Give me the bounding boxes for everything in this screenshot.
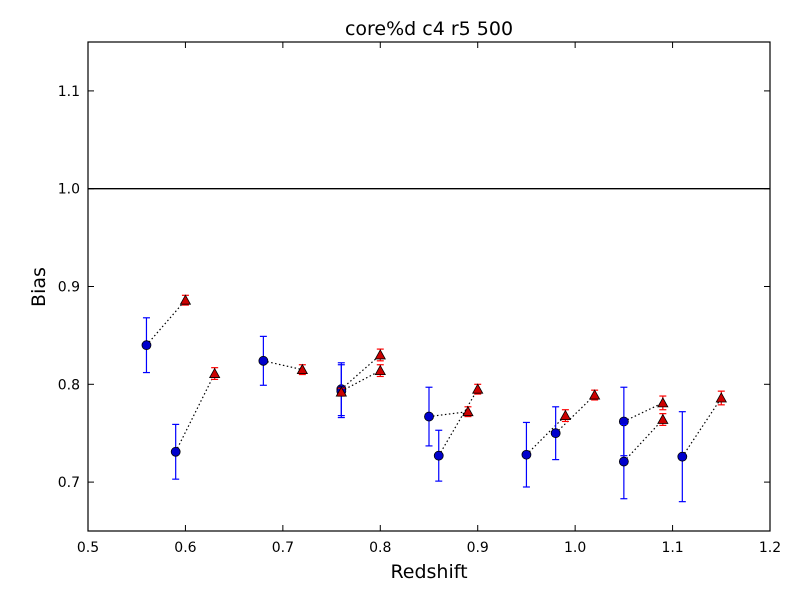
connector-line [623, 419, 664, 462]
x-tick-label: 0.6 [174, 540, 196, 556]
plot-area: 0.5 0.6 0.7 0.8 0.9 1.0 1.1 1.2 0.7 0.8 0.9 1.0 1.1 [58, 41, 781, 556]
y-tick-label: 0.8 [58, 377, 80, 393]
data-point-circle [618, 456, 629, 467]
data-point-triangle [462, 405, 474, 417]
x-tick-label: 0.5 [77, 540, 99, 556]
data-point-triangle [657, 397, 669, 408]
y-axis-label: Bias [28, 267, 50, 307]
x-tick-label: 1.2 [759, 540, 781, 556]
data-point-triangle [715, 392, 727, 403]
data-point-circle [677, 451, 688, 462]
data-point-circle [433, 450, 444, 461]
x-tick-label: 0.7 [272, 540, 294, 556]
chart-title: core%d c4 r5 500 [345, 18, 513, 40]
data-point-triangle [472, 383, 484, 394]
x-tick-label: 0.8 [369, 540, 391, 556]
connector-line [263, 360, 303, 371]
connector-line [526, 415, 566, 456]
data-point-triangle [559, 409, 572, 420]
x-axis-label: Redshift [390, 561, 467, 583]
data-point-triangle [657, 413, 669, 424]
connector-line [341, 370, 381, 392]
x-tick-label: 0.9 [467, 540, 489, 556]
data-point-circle [170, 446, 181, 457]
data-point-circle [424, 411, 434, 422]
y-tick-label: 0.9 [58, 280, 80, 296]
y-tick-label: 0.7 [58, 475, 80, 491]
connector-line [428, 411, 469, 418]
data-point-triangle [296, 363, 309, 375]
data-point-circle [258, 355, 269, 366]
data-point-circle [521, 449, 532, 460]
data-point-triangle [374, 349, 386, 360]
connector-line [175, 373, 216, 453]
x-tick-label: 1.0 [564, 540, 586, 556]
data-point-triangle [374, 364, 386, 376]
connector-line [340, 354, 381, 390]
y-tick-label: 1.0 [58, 182, 80, 198]
data-point-triangle [179, 294, 192, 305]
y-tick-label: 1.1 [58, 84, 80, 100]
connector-line [555, 394, 596, 434]
data-point-triangle [588, 389, 601, 400]
data-point-circle [141, 340, 152, 351]
x-tick-label: 1.1 [661, 540, 683, 556]
data-point-triangle [208, 367, 221, 378]
data-point-circle [550, 428, 561, 439]
data-point-triangle [335, 386, 347, 397]
connector-line [438, 388, 479, 456]
